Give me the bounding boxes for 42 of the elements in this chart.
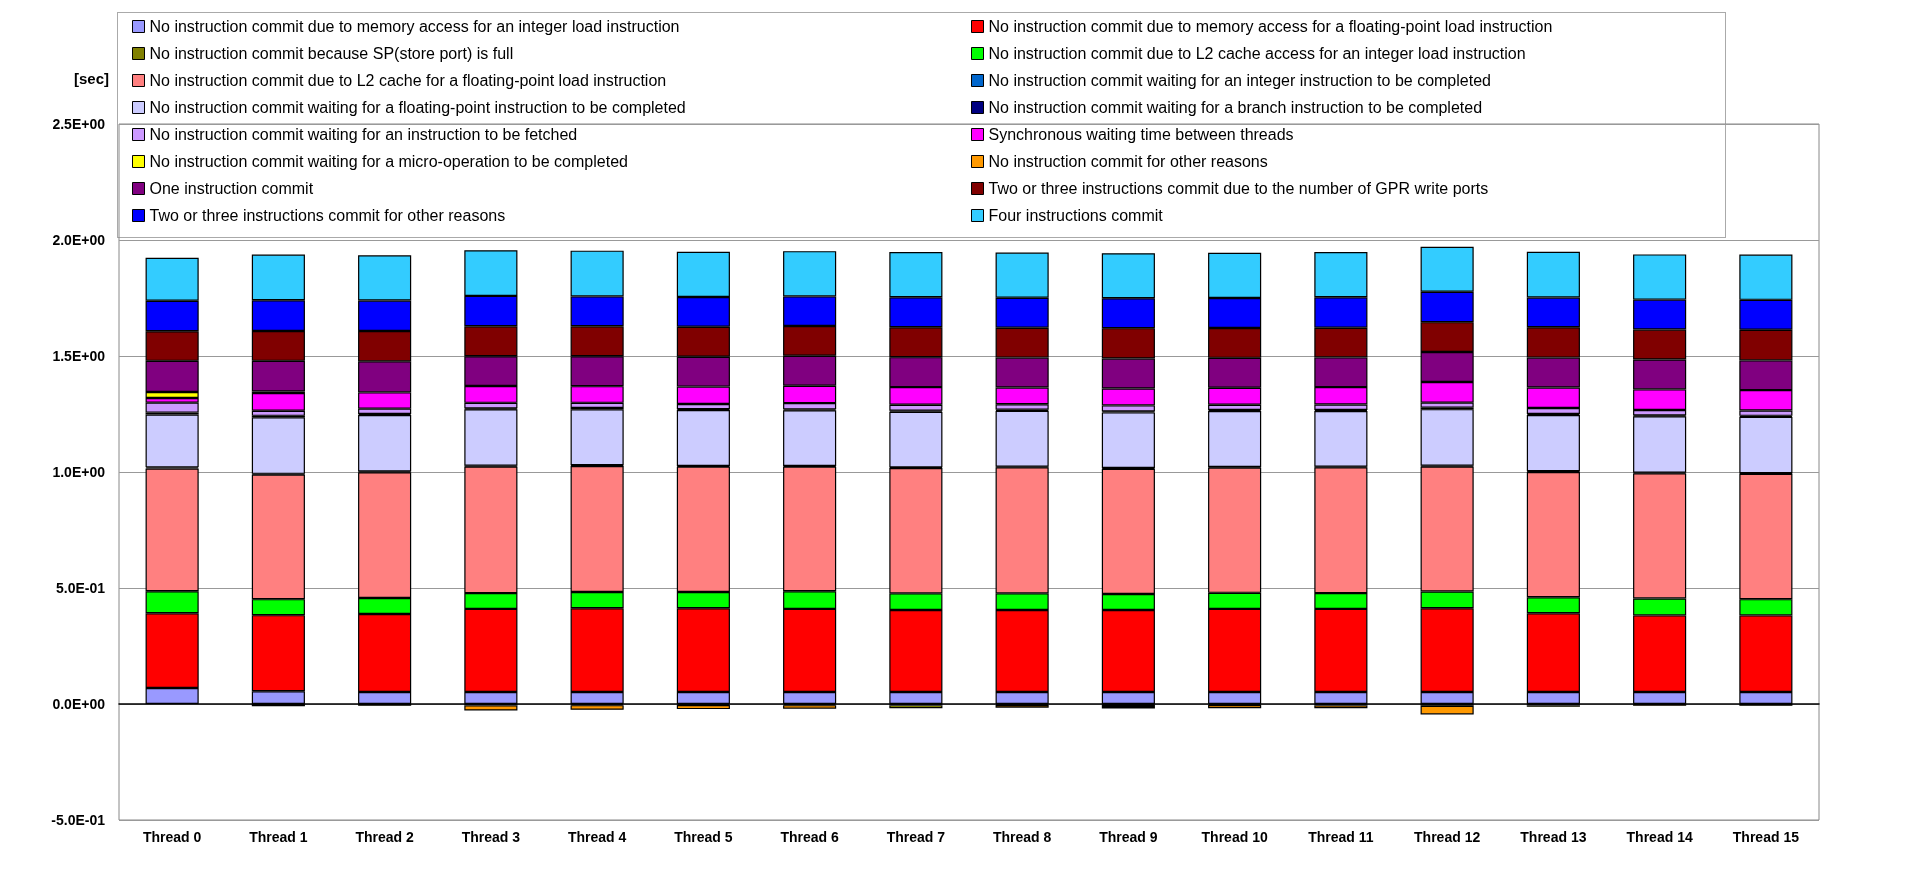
legend-label: No instruction commit waiting for a micro-operation to be completed bbox=[149, 153, 628, 170]
x-tick-label: Thread 4 bbox=[567, 829, 627, 845]
x-tick-label: Thread 0 bbox=[142, 829, 202, 845]
legend-label: No instruction commit due to memory access for an integer load instruction bbox=[149, 18, 680, 35]
y-tick-label: 5.0E-01 bbox=[55, 580, 106, 596]
legend-label: No instruction commit for other reasons bbox=[988, 153, 1268, 170]
legend-label: No instruction commit due to memory access for a floating-point load instruction bbox=[988, 18, 1553, 35]
legend-label: No instruction commit waiting for a floating-point instruction to be completed bbox=[149, 99, 686, 116]
y-tick-label: 2.5E+00 bbox=[52, 116, 106, 132]
legend-label: No instruction commit because SP(store port) is full bbox=[149, 45, 514, 62]
x-tick-label: Thread 13 bbox=[1520, 829, 1587, 845]
x-tick-label: Thread 11 bbox=[1308, 829, 1374, 845]
x-tick-label: Thread 8 bbox=[992, 829, 1052, 845]
legend-label: Synchronous waiting time between threads bbox=[988, 126, 1294, 143]
legend-label: Four instructions commit bbox=[988, 207, 1164, 224]
legend-label: No instruction commit waiting for an instruction to be fetched bbox=[149, 126, 578, 143]
x-tick-label: Thread 10 bbox=[1201, 829, 1268, 845]
y-tick-label: 1.0E+00 bbox=[52, 464, 106, 480]
x-tick-label: Thread 12 bbox=[1414, 829, 1481, 845]
legend-label: No instruction commit waiting for a branch instruction to be completed bbox=[988, 99, 1483, 116]
y-tick-label: 0.0E+00 bbox=[52, 696, 106, 712]
x-tick-label: Thread 9 bbox=[1099, 829, 1158, 845]
bar bbox=[145, 402, 199, 413]
x-tick-label: Thread 1 bbox=[249, 829, 308, 845]
x-tick-label: Thread 6 bbox=[780, 829, 840, 845]
y-tick-label: 1.5E+00 bbox=[52, 348, 106, 364]
x-tick-label: Thread 2 bbox=[355, 829, 415, 845]
legend-label: Two or three instructions commit due to the number of GPR write ports bbox=[988, 180, 1489, 197]
legend-label: No instruction commit due to L2 cache for a floating-point load instruction bbox=[149, 72, 667, 89]
x-tick-label: Thread 7 bbox=[886, 829, 946, 845]
legend-label: Two or three instructions commit for other reasons bbox=[149, 207, 506, 224]
x-tick-label: Thread 3 bbox=[461, 829, 521, 845]
y-tick-label: -5.0E-01 bbox=[51, 812, 106, 828]
x-tick-label: Thread 14 bbox=[1626, 829, 1693, 845]
legend-label: One instruction commit bbox=[149, 180, 314, 197]
y-tick-label: 2.0E+00 bbox=[52, 232, 106, 248]
x-tick-label: Thread 15 bbox=[1732, 829, 1800, 845]
y-axis-title: [sec] bbox=[73, 70, 109, 87]
bar bbox=[1420, 705, 1474, 715]
legend-label: No instruction commit due to L2 cache access for an integer load instruction bbox=[988, 45, 1526, 62]
x-tick-label: Thread 5 bbox=[674, 829, 733, 845]
legend-label: No instruction commit waiting for an integer instruction to be completed bbox=[988, 72, 1491, 89]
